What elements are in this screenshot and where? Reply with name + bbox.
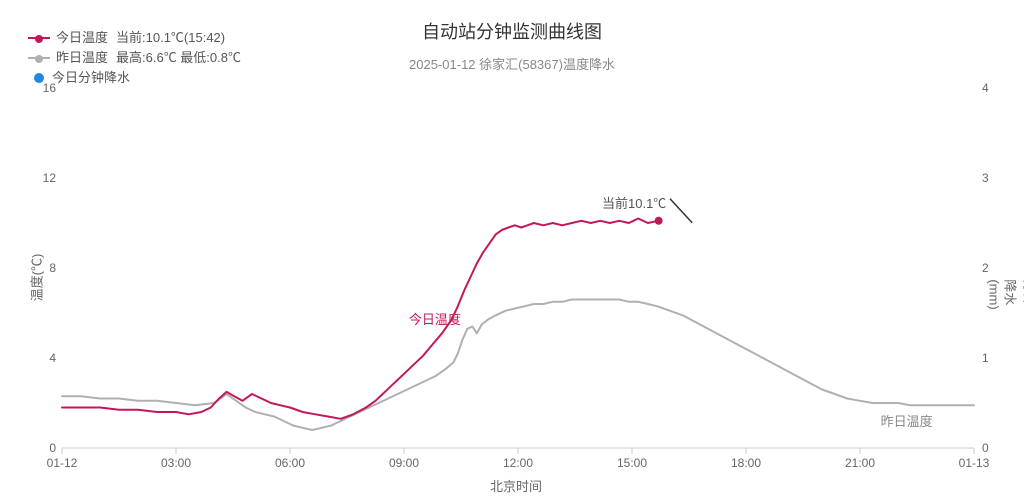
y-right-axis-title: 分钟降水(mm) <box>987 279 1024 309</box>
y-right-tick-label: 4 <box>982 81 1012 95</box>
legend-label: 昨日温度 <box>56 48 108 68</box>
y-left-tick-label: 4 <box>26 351 56 365</box>
legend-swatch-line-icon <box>28 37 50 39</box>
legend: 今日温度 当前:10.1℃(15:42) 昨日温度 最高:6.6℃ 最低:0.8… <box>28 28 241 88</box>
x-tick-label: 01-12 <box>47 456 78 470</box>
legend-item-today-temp[interactable]: 今日温度 当前:10.1℃(15:42) <box>28 28 241 48</box>
legend-label: 今日温度 <box>56 28 108 48</box>
today-temp-line <box>62 219 659 419</box>
y-right-tick-label: 2 <box>982 261 1012 275</box>
x-tick-label: 15:00 <box>617 456 647 470</box>
legend-extra: 最高:6.6℃ 最低:0.8℃ <box>116 48 241 68</box>
y-left-tick-label: 16 <box>26 81 56 95</box>
current-value-annotation: 当前10.1℃ <box>602 193 666 212</box>
plot-svg <box>62 88 974 448</box>
x-axis-title: 北京时间 <box>490 476 542 495</box>
legend-label: 今日分钟降水 <box>52 68 130 88</box>
chart-container: 自动站分钟监测曲线图 2025-01-12 徐家汇(58367)温度降水 今日温… <box>0 0 1024 503</box>
x-tick-label: 21:00 <box>845 456 875 470</box>
legend-item-minute-precip[interactable]: 今日分钟降水 <box>28 68 241 88</box>
y-right-tick-label: 3 <box>982 171 1012 185</box>
y-left-tick-label: 12 <box>26 171 56 185</box>
yesterday-temp-line <box>62 300 974 431</box>
yesterday-temp-line-label: 昨日温度 <box>881 411 933 430</box>
x-tick-label: 09:00 <box>389 456 419 470</box>
x-tick-label: 06:00 <box>275 456 305 470</box>
today-temp-line-label: 今日温度 <box>409 309 461 328</box>
y-right-tick-label: 1 <box>982 351 1012 365</box>
plot-area <box>62 88 974 448</box>
x-tick-label: 01-13 <box>959 456 990 470</box>
y-left-tick-label: 8 <box>26 261 56 275</box>
legend-extra: 当前:10.1℃(15:42) <box>116 28 225 48</box>
y-right-tick-label: 0 <box>982 441 1012 455</box>
x-tick-label: 03:00 <box>161 456 191 470</box>
legend-swatch-line-icon <box>28 57 50 59</box>
x-tick-label: 12:00 <box>503 456 533 470</box>
legend-item-yesterday-temp[interactable]: 昨日温度 最高:6.6℃ 最低:0.8℃ <box>28 48 241 68</box>
x-tick-label: 18:00 <box>731 456 761 470</box>
y-left-tick-label: 0 <box>26 441 56 455</box>
